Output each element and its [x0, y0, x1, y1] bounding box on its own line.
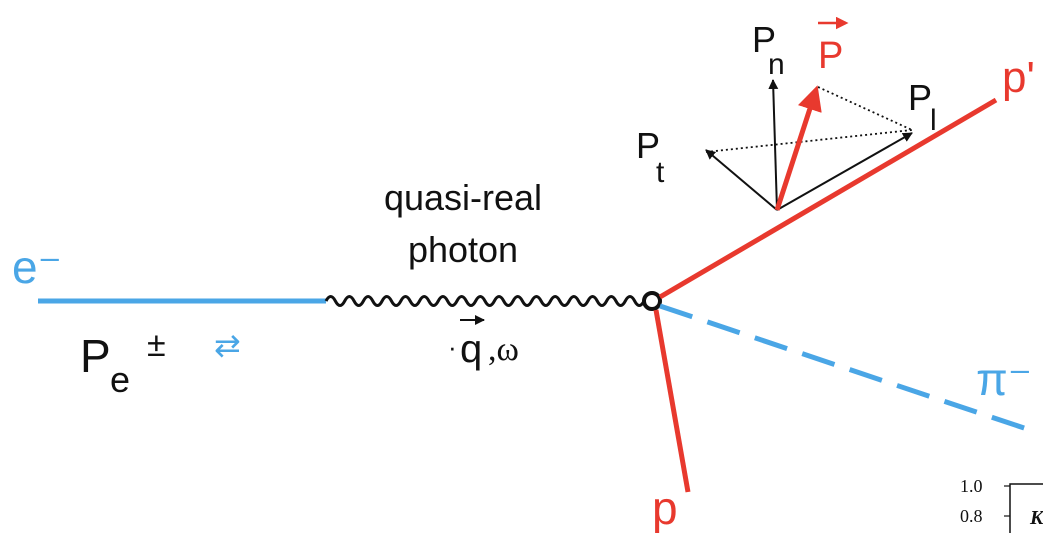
electron-polarization-subscript: e: [110, 359, 130, 400]
incoming-proton-label: p: [652, 482, 678, 533]
photon-label-line1: quasi-real: [384, 177, 542, 218]
pion-label: π⁻: [976, 353, 1032, 405]
photon-q-symbol: q: [460, 327, 482, 371]
projection-dotted-line: [705, 129, 913, 153]
pt-axis-arrow: [705, 149, 778, 211]
electron-label: e⁻: [12, 241, 62, 293]
electron-polarization-symbol: P: [80, 330, 111, 382]
pl-subscript: l: [930, 104, 937, 137]
pt-label: P: [636, 125, 660, 166]
electron-polarization-label: P e ±: [80, 326, 166, 400]
projection-dotted-line: [817, 86, 913, 131]
pion-dashed-line: [659, 303, 1031, 433]
electron-polarization-superscript: ±: [147, 326, 166, 364]
photon-omega-symbol: ,ω: [488, 331, 519, 368]
pt-subscript: t: [656, 156, 665, 189]
interaction-vertex: [642, 291, 662, 311]
inset-plot-frame: [1009, 483, 1043, 533]
photon-label-line2: photon: [408, 229, 518, 270]
polarization-frame: [705, 79, 913, 211]
polarization-vector-arrow: [774, 85, 822, 211]
pn-subscript: n: [768, 48, 785, 81]
virtual-photon-wavy-line: [324, 295, 646, 307]
pn-axis-arrow: [768, 79, 779, 211]
photon-momentum-label: · q ,ω: [448, 315, 519, 371]
pl-label: P: [908, 77, 932, 118]
inset-ytick-second: 0.8: [960, 506, 983, 526]
q-dot: ·: [448, 332, 457, 362]
outgoing-proton-label: p': [1002, 53, 1035, 102]
outgoing-proton-line: [658, 97, 998, 300]
pn-label: P: [752, 19, 776, 60]
inset-ytick-top: 1.0: [960, 476, 983, 496]
helicity-flip-icon: ⇄: [214, 327, 241, 363]
inset-plot-fragment: 1.0 0.8 K: [960, 476, 1043, 533]
inset-label-fragment: K: [1029, 507, 1043, 529]
pl-axis-arrow: [776, 132, 913, 211]
incoming-proton-line: [653, 309, 691, 493]
polarization-vector-label: P: [818, 35, 843, 77]
